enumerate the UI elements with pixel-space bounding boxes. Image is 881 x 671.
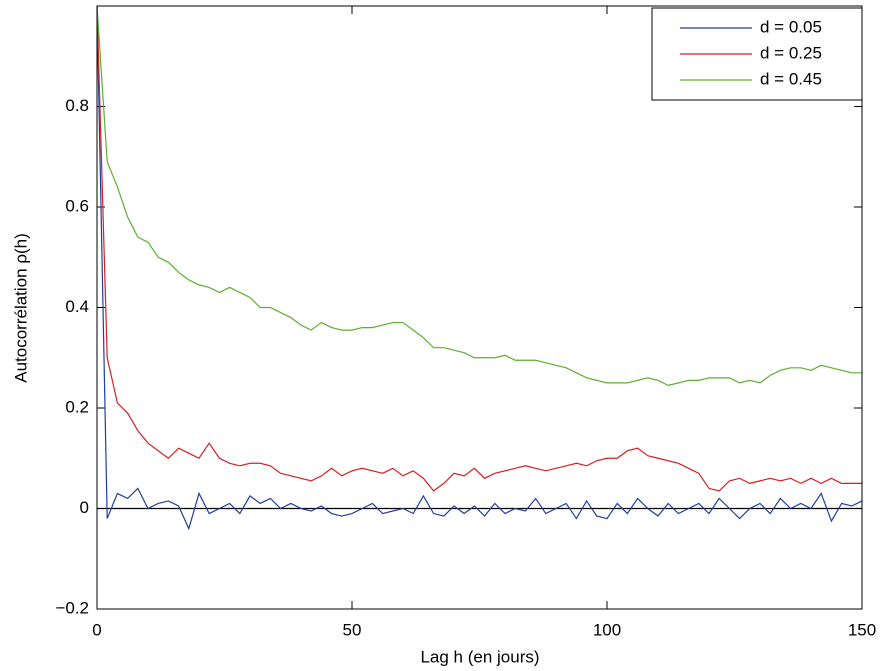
series-line xyxy=(97,6,862,531)
y-tick-label: 0.2 xyxy=(65,397,89,416)
x-axis-label: Lag h (en jours) xyxy=(420,647,539,666)
x-tick-label: 100 xyxy=(593,620,621,639)
y-tick-label: 0.4 xyxy=(65,297,89,316)
legend-label: d = 0.05 xyxy=(760,17,822,36)
x-tick-label: 50 xyxy=(343,620,362,639)
legend-label: d = 0.45 xyxy=(760,69,822,88)
y-tick-label: 0.6 xyxy=(65,196,89,215)
x-tick-label: 150 xyxy=(848,620,876,639)
y-tick-label: 0.8 xyxy=(65,96,89,115)
x-tick-label: 0 xyxy=(92,620,101,639)
series-line xyxy=(97,6,862,492)
y-axis-label: Autocorrélation ρ(h) xyxy=(11,233,30,383)
series-line xyxy=(97,6,862,387)
plot-frame xyxy=(96,5,863,610)
legend-label: d = 0.25 xyxy=(760,43,822,62)
y-tick-label: −0.2 xyxy=(55,598,89,617)
y-tick-label: 0 xyxy=(80,498,89,517)
